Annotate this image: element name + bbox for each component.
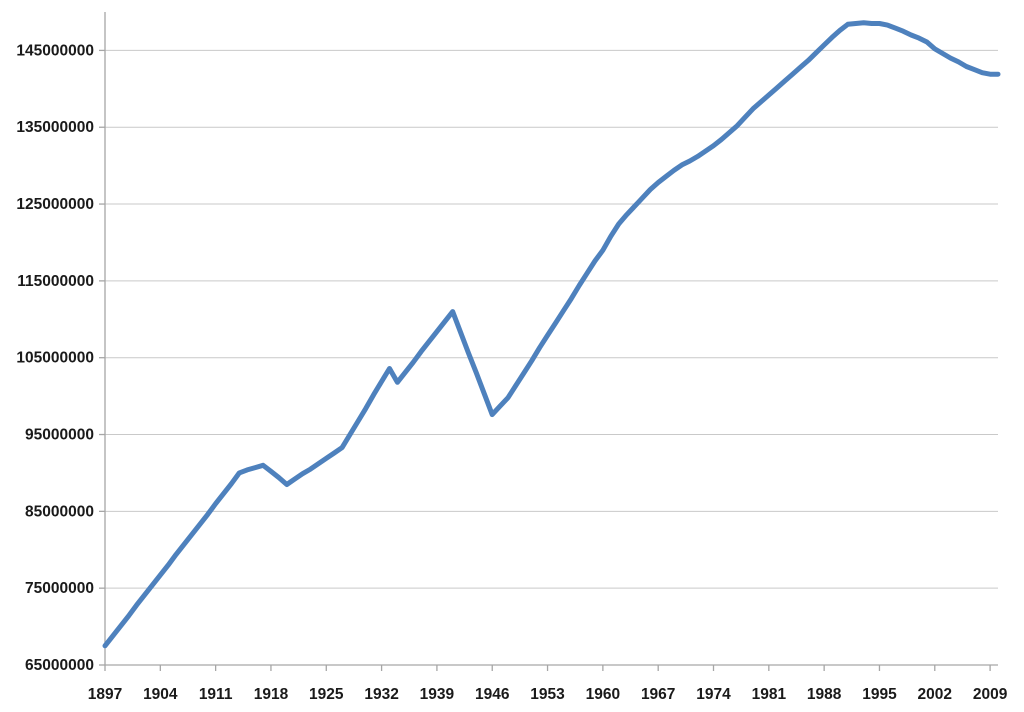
x-axis-label: 1911 (199, 686, 233, 703)
x-axis-label: 1988 (807, 686, 842, 703)
y-axis-label: 95000000 (25, 427, 94, 444)
x-axis-label: 1918 (254, 686, 289, 703)
y-axis-label: 115000000 (17, 273, 94, 290)
y-axis-label: 105000000 (16, 350, 94, 367)
x-axis-label: 1953 (530, 686, 565, 703)
x-axis-label: 1897 (88, 686, 122, 703)
data-series-group (102, 20, 1001, 649)
x-axis-label: 1960 (586, 686, 620, 703)
x-axis-label: 1974 (696, 686, 731, 703)
y-axis-label: 125000000 (16, 196, 94, 213)
x-axis-label: 1932 (364, 686, 398, 703)
axes-group (99, 12, 998, 671)
y-axis-label: 135000000 (16, 119, 94, 136)
x-axis-label: 1995 (862, 686, 897, 703)
y-axis-label: 65000000 (25, 657, 94, 674)
x-axis-label: 1946 (475, 686, 510, 703)
y-axis-label: 75000000 (25, 580, 94, 597)
y-axis-label: 85000000 (25, 503, 94, 520)
axis-labels-group: 65000000 75000000 85000000 95000000 10500000… (16, 42, 1007, 703)
x-axis-label: 1967 (641, 686, 675, 703)
x-axis-label: 2009 (973, 686, 1008, 703)
x-axis-label: 1939 (420, 686, 455, 703)
y-axis-label: 145000000 (16, 42, 94, 59)
x-axis-label: 1904 (143, 686, 178, 703)
x-axis-label: 2002 (918, 686, 952, 703)
x-axis-label: 1925 (309, 686, 344, 703)
x-axis-label: 1981 (752, 686, 787, 703)
data-line-population (102, 20, 1001, 649)
gridlines-group (105, 49, 998, 589)
